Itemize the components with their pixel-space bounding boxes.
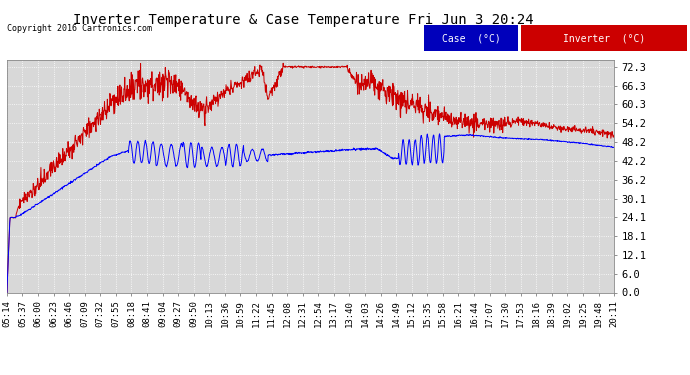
Text: Case  (°C): Case (°C) [442,33,500,43]
Text: Inverter  (°C): Inverter (°C) [562,33,645,43]
Text: Copyright 2016 Cartronics.com: Copyright 2016 Cartronics.com [7,24,152,33]
Text: Inverter Temperature & Case Temperature Fri Jun 3 20:24: Inverter Temperature & Case Temperature … [73,13,534,27]
